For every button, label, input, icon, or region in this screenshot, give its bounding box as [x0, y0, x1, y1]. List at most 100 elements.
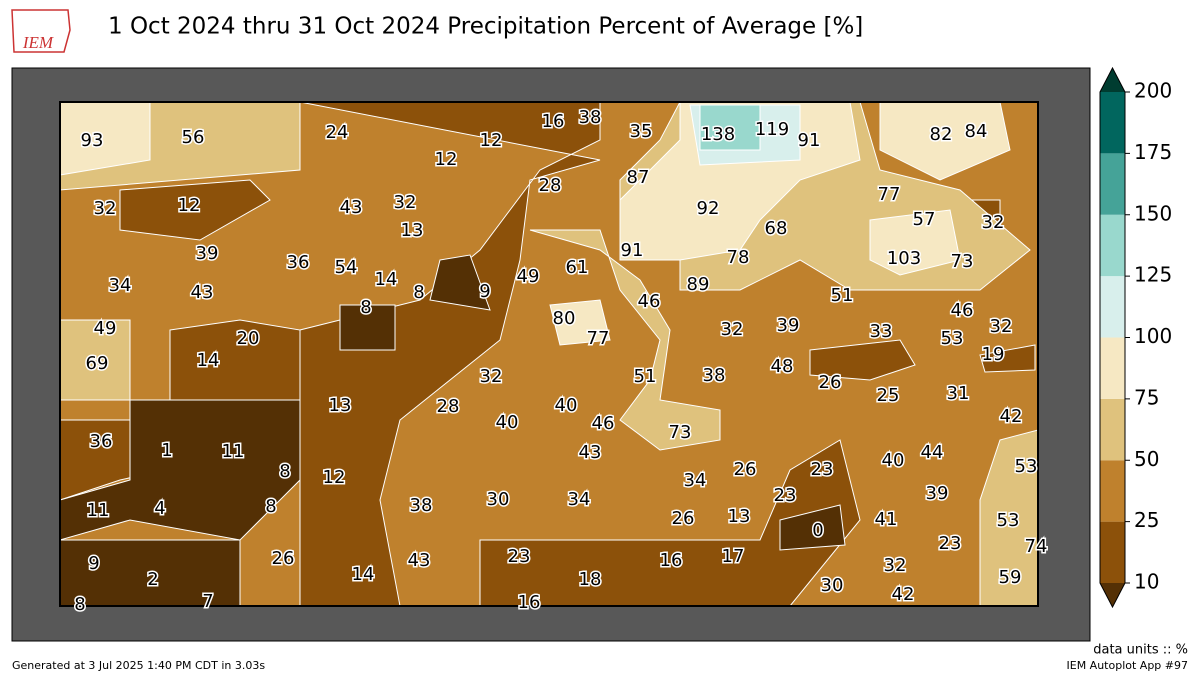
station-value: 9	[88, 553, 99, 574]
station-value: 39	[196, 243, 219, 264]
station-value: 17	[722, 546, 745, 567]
contour-fill	[549, 299, 611, 346]
colorbar-tick-label: 150	[1134, 201, 1172, 225]
station-value: 34	[568, 489, 591, 510]
station-value: 74	[1025, 536, 1048, 557]
station-value: 53	[941, 328, 964, 349]
station-value: 69	[86, 353, 109, 374]
station-value: 49	[517, 266, 540, 287]
colorbar-over	[1100, 68, 1125, 92]
station-value: 73	[669, 422, 692, 443]
colorbar-tick-label: 25	[1134, 508, 1159, 532]
station-value: 30	[821, 575, 844, 596]
station-value: 14	[375, 269, 398, 290]
station-value: 13	[401, 220, 424, 241]
station-value: 20	[237, 328, 260, 349]
contour-fill	[529, 229, 721, 451]
station-value: 32	[721, 319, 744, 340]
station-value: 46	[951, 300, 974, 321]
logo-outline	[11, 9, 71, 53]
colorbar-tick-label: 10	[1134, 570, 1159, 594]
station-value: 11	[222, 441, 245, 462]
contour-fill	[59, 101, 601, 607]
station-value: 28	[437, 396, 460, 417]
station-value: 80	[553, 308, 576, 329]
station-value: 39	[926, 483, 949, 504]
station-value: 35	[630, 121, 653, 142]
station-value: 44	[921, 442, 944, 463]
contour-fill	[119, 179, 271, 241]
station-value: 8	[413, 282, 424, 303]
station-value: 41	[875, 509, 898, 530]
station-value: 16	[518, 592, 541, 613]
station-value: 26	[819, 372, 842, 393]
station-value: 12	[323, 467, 346, 488]
station-value: 26	[734, 459, 757, 480]
colorbar-bin	[1100, 521, 1125, 583]
station-value: 9	[479, 281, 490, 302]
station-value: 32	[982, 212, 1005, 233]
logo: IEM	[11, 9, 71, 53]
station-value: 38	[579, 107, 602, 128]
station-value: 18	[579, 569, 602, 590]
station-value: 32	[94, 198, 117, 219]
station-value: 12	[435, 149, 458, 170]
colorbar-tick-label: 125	[1134, 263, 1172, 287]
station-value: 25	[877, 385, 900, 406]
station-value: 49	[94, 318, 117, 339]
station-value: 78	[727, 247, 750, 268]
station-value: 19	[982, 344, 1005, 365]
station-value: 32	[394, 192, 417, 213]
station-value: 8	[279, 461, 290, 482]
station-value: 46	[638, 291, 661, 312]
colorbar-tick-label: 200	[1134, 79, 1172, 103]
station-value: 68	[765, 218, 788, 239]
station-value: 33	[870, 321, 893, 342]
contour-fill	[809, 339, 916, 381]
station-value: 51	[634, 366, 657, 387]
station-value: 0	[812, 520, 823, 541]
station-value: 51	[831, 285, 854, 306]
contour-fill	[869, 209, 961, 276]
station-value: 23	[811, 459, 834, 480]
station-value: 14	[352, 564, 375, 585]
state-border	[59, 101, 1039, 607]
station-value: 43	[340, 197, 363, 218]
station-value: 93	[81, 130, 104, 151]
station-value: 24	[326, 122, 349, 143]
title: 1 Oct 2024 thru 31 Oct 2024 Precipitatio…	[108, 14, 863, 40]
station-value: 53	[997, 510, 1020, 531]
colorbar: 10 25 50 75 100 125 150 175 200	[1099, 66, 1172, 609]
station-value: 8	[74, 594, 85, 615]
station-value: 40	[882, 450, 905, 471]
colorbar-tick-label: 175	[1134, 140, 1172, 164]
station-value: 7	[202, 591, 213, 612]
station-value: 89	[687, 274, 710, 295]
station-value: 77	[878, 184, 901, 205]
station-value: 82	[930, 124, 953, 145]
station-value: 11	[87, 500, 110, 521]
station-value: 46	[592, 413, 615, 434]
station-value: 48	[771, 356, 794, 377]
footer-generated: Generated at 3 Jul 2025 1:40 PM CDT in 3…	[12, 659, 265, 672]
colorbar-bin	[1100, 337, 1125, 399]
station-value: 36	[287, 252, 310, 273]
station-value: 103	[887, 248, 921, 269]
contour-fill	[429, 254, 491, 311]
station-value: 23	[939, 533, 962, 554]
logo-text: IEM	[22, 33, 54, 52]
station-value: 23	[508, 546, 531, 567]
units-label: data units :: %	[1093, 643, 1188, 658]
station-value: 59	[999, 567, 1022, 588]
station-value: 32	[990, 316, 1013, 337]
station-value: 2	[147, 569, 158, 590]
station-value: 43	[579, 442, 602, 463]
station-value: 8	[360, 297, 371, 318]
station-value: 34	[684, 470, 707, 491]
station-value: 119	[755, 119, 789, 140]
station-value: 53	[1015, 456, 1038, 477]
station-value: 12	[480, 130, 503, 151]
footer-app: IEM Autoplot App #97	[1067, 659, 1189, 672]
colorbar-bin	[1100, 460, 1125, 522]
